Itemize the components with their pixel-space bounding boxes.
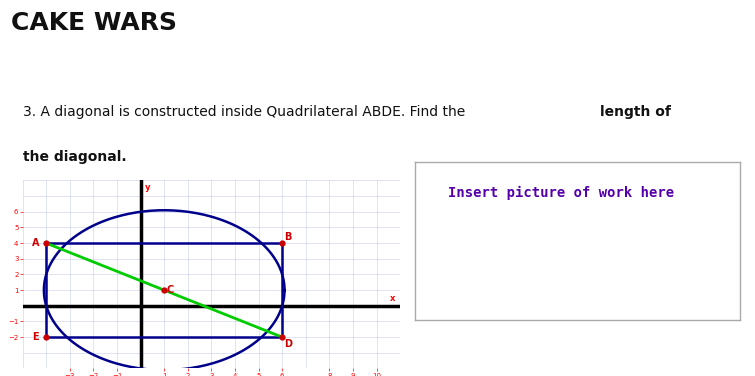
Text: C: C [166,285,174,295]
Text: D: D [285,338,292,349]
Text: 3. A diagonal is constructed inside Quadrilateral ABDE. Find the: 3. A diagonal is constructed inside Quad… [23,105,470,119]
Text: Insert picture of work here: Insert picture of work here [448,185,674,200]
Text: A: A [32,238,39,248]
Text: E: E [32,332,39,342]
Text: CAKE WARS: CAKE WARS [11,11,177,35]
Text: the diagonal.: the diagonal. [23,150,126,164]
Text: length of: length of [600,105,671,119]
Text: x: x [390,294,396,303]
Text: y: y [145,183,150,192]
Text: B: B [285,232,291,242]
